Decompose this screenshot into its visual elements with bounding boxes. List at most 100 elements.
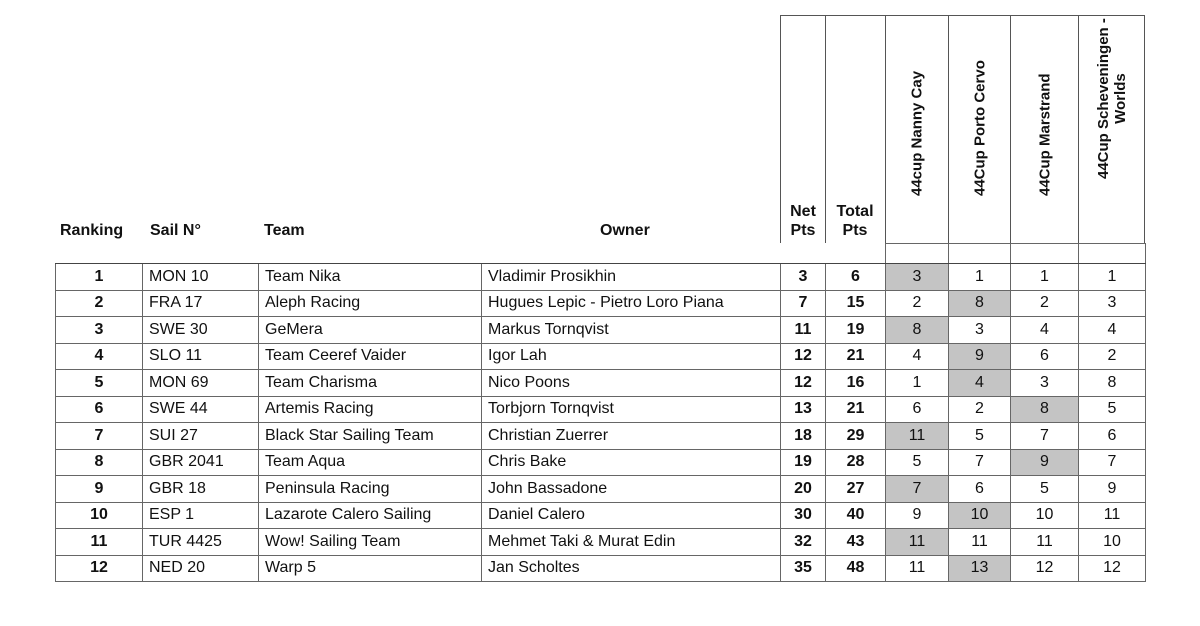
team-cell: Lazarote Calero Sailing: [258, 501, 482, 529]
owner-cell: Jan Scholtes: [481, 554, 781, 582]
net-pts-cell: 18: [780, 422, 826, 450]
race-result-cell: 9: [948, 342, 1011, 370]
ranking-cell: 6: [55, 395, 143, 423]
net-pts-cell: 3: [780, 263, 826, 291]
race-result-cell: 11: [885, 554, 949, 582]
ranking-cell: 1: [55, 263, 143, 291]
net-pts-cell: 12: [780, 342, 826, 370]
total-pts-cell: 15: [825, 289, 886, 317]
race-result-cell: 2: [1078, 342, 1146, 370]
race-result-cell: 11: [948, 528, 1011, 556]
race-result-cell: 1: [1010, 263, 1079, 291]
team-cell: Team Ceeref Vaider: [258, 342, 482, 370]
table-row: 11 TUR 4425 Wow! Sailing Team Mehmet Taki &…: [55, 528, 1146, 556]
total-pts-cell: 6: [825, 263, 886, 291]
net-pts-cell: 35: [780, 554, 826, 582]
ranking-cell: 8: [55, 448, 143, 476]
team-cell: Team Charisma: [258, 369, 482, 397]
sail-number-cell: SWE 44: [142, 395, 259, 423]
race-result-cell: 3: [1078, 289, 1146, 317]
race-result-cell: 10: [948, 501, 1011, 529]
team-cell: Artemis Racing: [258, 395, 482, 423]
total-pts-cell: 21: [825, 342, 886, 370]
ranking-cell: 4: [55, 342, 143, 370]
race-result-cell: 1: [885, 369, 949, 397]
race-result-cell: 2: [1010, 289, 1079, 317]
ranking-cell: 11: [55, 528, 143, 556]
race-result-cell: 11: [885, 422, 949, 450]
race-result-cell: 13: [948, 554, 1011, 582]
race-result-cell: 1: [1078, 263, 1146, 291]
team-cell: GeMera: [258, 316, 482, 344]
team-cell: Team Aqua: [258, 448, 482, 476]
race-result-cell: 5: [1078, 395, 1146, 423]
race-result-cell: 4: [885, 342, 949, 370]
table-row: 7 SUI 27 Black Star Sailing Team Christian …: [55, 422, 1146, 450]
race-result-cell: 7: [885, 475, 949, 503]
sail-number-cell: GBR 2041: [142, 448, 259, 476]
race-result-cell: 5: [885, 448, 949, 476]
ranking-cell: 2: [55, 289, 143, 317]
sail-number-cell: MON 69: [142, 369, 259, 397]
race-result-cell: 9: [1078, 475, 1146, 503]
table-row: 6 SWE 44 Artemis Racing Torbjorn Tornqvist 1…: [55, 395, 1146, 423]
race-result-cell: 4: [1078, 316, 1146, 344]
net-pts-cell: 32: [780, 528, 826, 556]
total-pts-cell: 21: [825, 395, 886, 423]
net-pts-cell: 19: [780, 448, 826, 476]
table-row: 2 FRA 17 Aleph Racing Hugues Lepic - Pietro…: [55, 289, 1146, 317]
owner-cell: Christian Zuerrer: [481, 422, 781, 450]
owner-cell: Markus Tornqvist: [481, 316, 781, 344]
net-pts-cell: 12: [780, 369, 826, 397]
race-result-cell: 8: [885, 316, 949, 344]
total-pts-cell: 43: [825, 528, 886, 556]
table-row: 1 MON 10 Team Nika Vladimir Prosikhin 3 6 3 1 1 1: [55, 263, 1146, 291]
owner-cell: Nico Poons: [481, 369, 781, 397]
owner-cell: Torbjorn Tornqvist: [481, 395, 781, 423]
header-net-pts: Net Pts: [780, 15, 826, 243]
header-race-2: 44Cup Porto Cervo: [948, 15, 1011, 243]
total-pts-cell: 40: [825, 501, 886, 529]
race-result-cell: 3: [885, 263, 949, 291]
standings-table: 1 MON 10 Team Nika Vladimir Prosikhin 3 6 3 1 1 1…: [55, 243, 1146, 582]
race-result-cell: 6: [948, 475, 1011, 503]
total-pts-cell: 27: [825, 475, 886, 503]
sail-number-cell: SUI 27: [142, 422, 259, 450]
ranking-cell: 3: [55, 316, 143, 344]
header-owner: Owner: [600, 222, 650, 239]
race-result-cell: 9: [885, 501, 949, 529]
owner-cell: Daniel Calero: [481, 501, 781, 529]
race-result-cell: 12: [1078, 554, 1146, 582]
race-result-cell: 9: [1010, 448, 1079, 476]
race-name: 44Cup Porto Cervo: [971, 60, 988, 196]
race-result-cell: 7: [1010, 422, 1079, 450]
team-cell: Team Nika: [258, 263, 482, 291]
net-pts-cell: 30: [780, 501, 826, 529]
team-cell: Wow! Sailing Team: [258, 528, 482, 556]
sail-number-cell: SLO 11: [142, 342, 259, 370]
ranking-cell: 10: [55, 501, 143, 529]
total-pts-cell: 19: [825, 316, 886, 344]
table-row: 8 GBR 2041 Team Aqua Chris Bake 19 28 5 7 9 7: [55, 448, 1146, 476]
header-race-3: 44Cup Marstrand: [1010, 15, 1079, 243]
team-cell: Black Star Sailing Team: [258, 422, 482, 450]
owner-cell: Mehmet Taki & Murat Edin: [481, 528, 781, 556]
header-race-1: 44cup Nanny Cay: [885, 15, 949, 243]
total-pts-cell: 16: [825, 369, 886, 397]
total-pts-cell: 28: [825, 448, 886, 476]
net-pts-cell: 11: [780, 316, 826, 344]
net-pts-cell: 13: [780, 395, 826, 423]
table-row: 12 NED 20 Warp 5 Jan Scholtes 35 48 11 13 12 12: [55, 554, 1146, 582]
race-result-cell: 10: [1078, 528, 1146, 556]
sail-number-cell: FRA 17: [142, 289, 259, 317]
table-row: 9 GBR 18 Peninsula Racing John Bassadone 20 2…: [55, 475, 1146, 503]
header-sail-number: Sail N°: [150, 222, 201, 239]
race-result-cell: 8: [1078, 369, 1146, 397]
header-net-line1: Net: [790, 203, 816, 220]
race-result-cell: 4: [948, 369, 1011, 397]
race-result-cell: 7: [1078, 448, 1146, 476]
ranking-cell: 7: [55, 422, 143, 450]
race-result-cell: 12: [1010, 554, 1079, 582]
header-race-4: 44Cup Scheveningen - Worlds: [1078, 15, 1145, 243]
ranking-cell: 12: [55, 554, 143, 582]
